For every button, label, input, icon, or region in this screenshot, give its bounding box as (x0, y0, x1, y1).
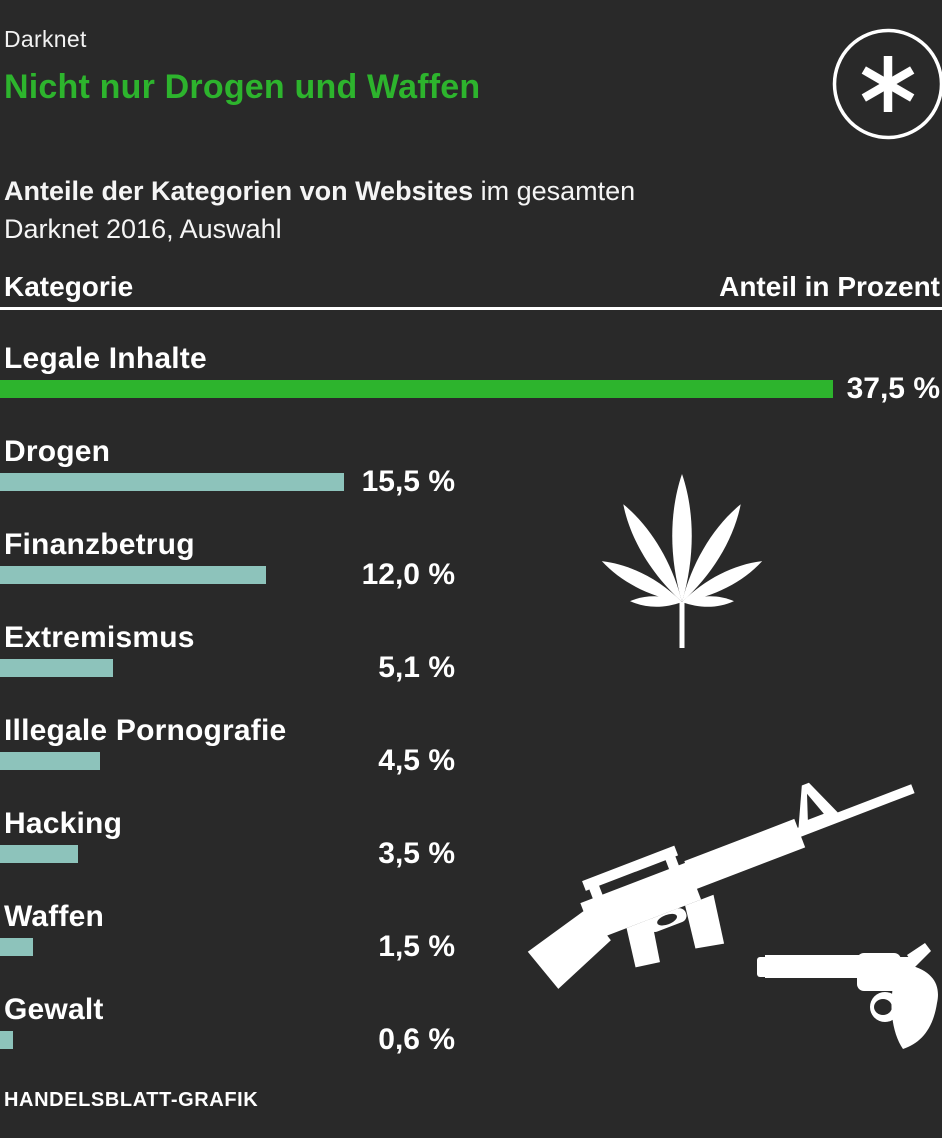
subtitle-rest: im gesamten (473, 176, 636, 206)
category-label: Drogen (4, 435, 111, 468)
value-label: 3,5 % (378, 837, 455, 870)
subtitle-bold: Anteile der Kategorien von Websites (4, 176, 474, 206)
bar-track: 4,5 % (0, 744, 942, 777)
bar-row: Waffen 1,5 % (0, 898, 942, 963)
kicker-label: Darknet (4, 26, 87, 52)
bar-rows: Legale Inhalte 37,5 % Drogen 15,5 % Finanzbe… (0, 340, 942, 1084)
category-label: Waffen (4, 900, 105, 933)
category-label: Hacking (4, 807, 123, 840)
value-label: 5,1 % (378, 651, 455, 684)
bar (0, 938, 33, 956)
bar-row: Finanzbetrug 12,0 % (0, 526, 942, 591)
bar (0, 845, 78, 863)
bar-track: 5,1 % (0, 651, 942, 684)
bar-track: 0,6 % (0, 1023, 942, 1056)
bar-row: Extremismus 5,1 % (0, 619, 942, 684)
value-label: 12,0 % (361, 558, 455, 591)
category-label: Illegale Pornografie (4, 714, 287, 747)
category-label: Extremismus (4, 621, 195, 654)
category-label: Finanzbetrug (4, 528, 195, 561)
chart-title: Nicht nur Drogen und Waffen (4, 68, 481, 106)
header-divider (0, 307, 942, 310)
asterisk-logo-icon (832, 28, 942, 140)
bar-row: Hacking 3,5 % (0, 805, 942, 870)
value-label: 37,5 % (846, 372, 940, 405)
bar (0, 1031, 13, 1049)
bar (0, 473, 344, 491)
bar (0, 659, 113, 677)
value-label: 15,5 % (361, 465, 455, 498)
bar-row: Legale Inhalte 37,5 % (0, 340, 942, 405)
column-header-category: Kategorie (4, 271, 134, 302)
bar (0, 752, 100, 770)
bar (0, 380, 833, 398)
value-label: 1,5 % (378, 930, 455, 963)
source-credit: HANDELSBLATT-GRAFIK (4, 1089, 259, 1111)
bar-track: 3,5 % (0, 837, 942, 870)
bar-row: Illegale Pornografie 4,5 % (0, 712, 942, 777)
value-label: 0,6 % (378, 1023, 455, 1056)
value-label: 4,5 % (378, 744, 455, 777)
chart-subtitle: Anteile der Kategorien von Websites im g… (4, 172, 824, 248)
bar-row: Drogen 15,5 % (0, 433, 942, 498)
table-header: Kategorie Anteil in Prozent (4, 271, 940, 303)
category-label: Legale Inhalte (4, 342, 207, 375)
bar-track: 12,0 % (0, 558, 942, 591)
bar-track: 37,5 % (0, 372, 942, 405)
bar-track: 15,5 % (0, 465, 942, 498)
bar-row: Gewalt 0,6 % (0, 991, 942, 1056)
bar (0, 566, 266, 584)
bar-track: 1,5 % (0, 930, 942, 963)
column-header-percent: Anteil in Prozent (719, 271, 940, 302)
category-label: Gewalt (4, 993, 104, 1026)
subtitle-line2: Darknet 2016, Auswahl (4, 214, 282, 244)
